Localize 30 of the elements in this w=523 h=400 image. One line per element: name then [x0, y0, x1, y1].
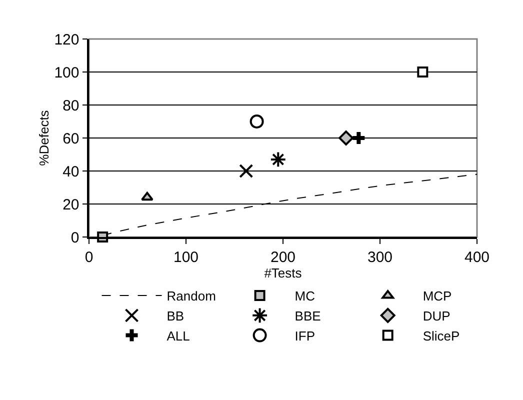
legend-label: IFP: [294, 328, 316, 344]
x-tick-label: 200: [270, 248, 296, 266]
y-tick-label: 0: [70, 229, 80, 246]
y-tick-label: 120: [54, 31, 80, 48]
legend-label: BBE: [294, 308, 322, 324]
x-tick-label: 400: [464, 248, 490, 266]
x-tick-label: 100: [173, 248, 199, 266]
legend-label: SliceP: [422, 328, 460, 344]
point: [270, 151, 286, 168]
point: [141, 192, 154, 201]
y-tick-label: 100: [54, 64, 80, 82]
legend-label: ALL: [166, 328, 190, 344]
legend-label: Random: [166, 288, 216, 304]
legend-label: MC: [294, 288, 316, 304]
legend-label: BB: [166, 308, 184, 324]
y-tick-label: 40: [62, 163, 80, 180]
legend-label: MCP: [422, 288, 452, 304]
point: [239, 164, 254, 178]
y-axis-title: %Defects: [36, 110, 52, 166]
y-tick-label: 60: [62, 130, 80, 148]
point: [352, 132, 365, 144]
point: [417, 66, 428, 78]
legend-label: DUP: [422, 308, 450, 324]
x-tick-label: 0: [84, 248, 94, 266]
point: [250, 114, 264, 128]
y-tick-label: 20: [62, 196, 80, 214]
x-tick-label: 300: [367, 248, 393, 266]
y-tick-label: 80: [62, 97, 80, 114]
x-axis-title: #Tests: [264, 266, 302, 281]
point: [338, 130, 354, 146]
